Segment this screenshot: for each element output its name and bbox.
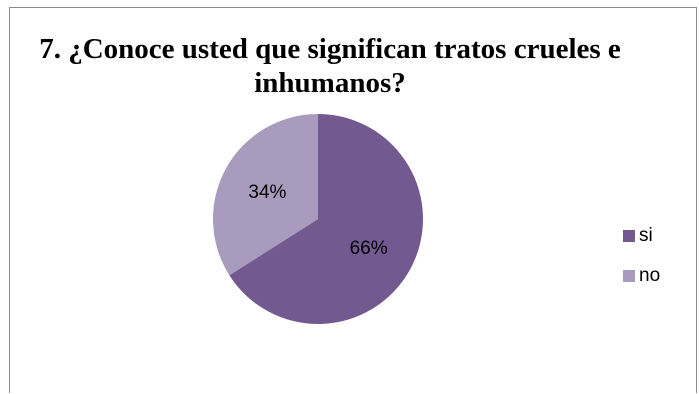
legend-swatch-si: [623, 230, 635, 242]
data-label-no: 34%: [248, 182, 286, 203]
pie-slice-si: [229, 114, 424, 324]
legend-swatch-no: [623, 270, 635, 282]
chart-title: 7. ¿Conoce usted que significan tratos c…: [39, 33, 621, 99]
chart-legend: si no: [623, 225, 661, 306]
chart-frame: 7. ¿Conoce usted que significan tratos c…: [9, 7, 697, 393]
legend-label-no: no: [639, 265, 661, 286]
legend-item-si: si: [623, 225, 660, 246]
pie-chart: 66% 34%: [213, 114, 424, 324]
legend-item-no: no: [623, 265, 661, 286]
pie-slice-no: [213, 114, 318, 276]
legend-label-si: si: [639, 225, 653, 246]
data-label-si: 66%: [350, 238, 388, 259]
